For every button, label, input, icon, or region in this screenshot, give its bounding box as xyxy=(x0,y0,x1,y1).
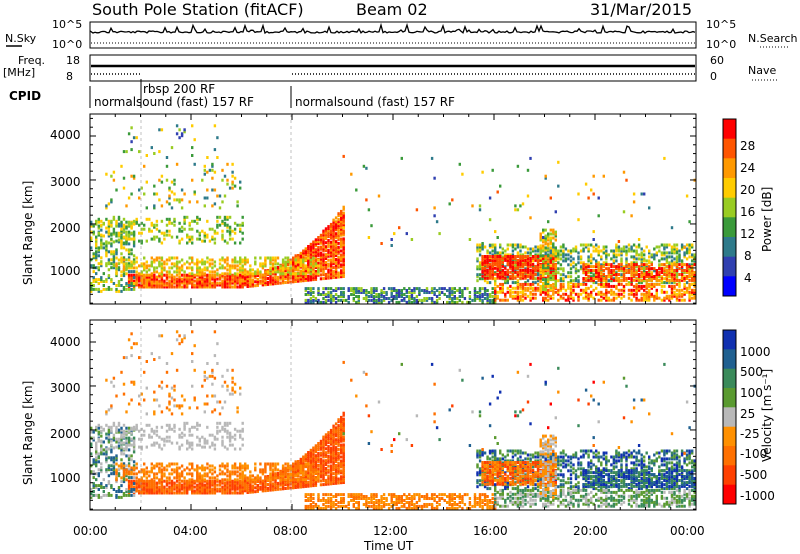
colorbar-swatch xyxy=(723,388,736,408)
cpid-segment-2: rbsp 200 RF xyxy=(143,82,216,96)
colorbar-swatch xyxy=(723,119,736,140)
power-ytick: 3000 xyxy=(50,175,81,189)
cpid-segment-3: normalsound (fast) 157 RF xyxy=(295,95,455,109)
velocity-data xyxy=(90,330,696,510)
velocity-colorbar xyxy=(722,329,737,505)
velocity-cbar-tick: 1000 xyxy=(740,345,771,359)
freq-label-1: Freq. xyxy=(18,54,46,67)
beam-label: Beam 02 xyxy=(356,0,428,19)
power-cbar-tick: 28 xyxy=(740,139,756,153)
velocity-cbar-tick: -1000 xyxy=(740,489,775,503)
power-ytick: 1000 xyxy=(50,264,81,278)
velocity-cbar-tick: -100 xyxy=(740,447,768,461)
nsky-label: N.Sky xyxy=(5,32,37,45)
nave-tick-bottom: 0 xyxy=(710,70,717,83)
colorbar-swatch xyxy=(723,138,736,159)
colorbar-swatch xyxy=(723,368,736,389)
nsearch-label: N.Search xyxy=(748,32,798,45)
colorbar-swatch xyxy=(723,330,736,350)
velocity-cbar-tick: 100 xyxy=(740,386,763,400)
colorbar-swatch xyxy=(723,217,736,238)
cpid-panel xyxy=(89,79,292,108)
colorbar-swatch xyxy=(723,349,736,370)
power-ytick: 2000 xyxy=(50,221,81,235)
cpid-label: CPID xyxy=(9,89,42,103)
freq-tick-bottom: 8 xyxy=(66,70,73,83)
x-tick: 20:00 xyxy=(573,524,608,538)
velocity-cbar-tick: 25 xyxy=(740,407,756,421)
noise-tick-right-top: 10^5 xyxy=(706,18,737,31)
freq-tick-top: 18 xyxy=(66,54,80,67)
colorbar-swatch xyxy=(723,178,736,199)
colorbar-swatch xyxy=(723,465,736,486)
x-tick: 16:00 xyxy=(473,524,508,538)
power-cbar-tick: 8 xyxy=(744,249,752,263)
power-cbar-tick: 24 xyxy=(740,161,756,175)
power-panel xyxy=(89,113,697,305)
x-tick: 08:00 xyxy=(273,524,308,538)
x-tick: 12:00 xyxy=(373,524,408,538)
velocity-cbar-tick: -25 xyxy=(740,427,760,441)
noise-tick-left-bottom: 10^0 xyxy=(52,38,83,51)
x-tick: 00:00 xyxy=(73,524,108,538)
power-data xyxy=(90,124,696,304)
noise-panel xyxy=(6,21,790,49)
colorbar-swatch xyxy=(723,237,736,258)
noise-tick-right-bottom: 10^0 xyxy=(706,38,737,51)
power-colorbar xyxy=(722,118,737,297)
colorbar-swatch xyxy=(723,446,736,466)
power-cbar-tick: 20 xyxy=(740,183,756,197)
colorbar-swatch xyxy=(723,407,736,428)
freq-panel xyxy=(89,54,778,82)
power-cbar-tick: 12 xyxy=(740,227,756,241)
station-title: South Pole Station (fitACF) xyxy=(92,0,304,19)
power-cbar-tick: 4 xyxy=(744,271,752,285)
velocity-cbar-tick: 500 xyxy=(740,365,763,379)
power-cbar-tick: 16 xyxy=(740,205,756,219)
x-axis-label: Time UT xyxy=(364,539,414,553)
nave-tick-top: 60 xyxy=(710,54,724,67)
colorbar-swatch xyxy=(723,158,736,179)
velocity-panel xyxy=(89,319,697,511)
velocity-ytick: 3000 xyxy=(50,381,81,395)
colorbar-swatch xyxy=(723,256,736,277)
colorbar-swatch xyxy=(723,426,736,447)
velocity-cbar-tick: -500 xyxy=(740,468,768,482)
x-tick: 04:00 xyxy=(173,524,208,538)
x-tick: 00:00 xyxy=(670,524,705,538)
velocity-ytick: 1000 xyxy=(50,471,81,485)
colorbar-swatch xyxy=(723,484,736,505)
noise-trace xyxy=(90,22,696,44)
power-ytick: 4000 xyxy=(50,128,81,142)
nave-label: Nave xyxy=(748,64,777,77)
velocity-ytick: 4000 xyxy=(50,335,81,349)
noise-tick-left-top: 10^5 xyxy=(52,18,83,31)
colorbar-swatch xyxy=(723,197,736,218)
velocity-ytick: 2000 xyxy=(50,427,81,441)
date-label: 31/Mar/2015 xyxy=(590,0,693,19)
cpid-segment-1: normalsound (fast) 157 RF xyxy=(94,95,254,109)
colorbar-swatch xyxy=(723,276,736,297)
freq-label-2: [MHz] xyxy=(3,66,36,79)
